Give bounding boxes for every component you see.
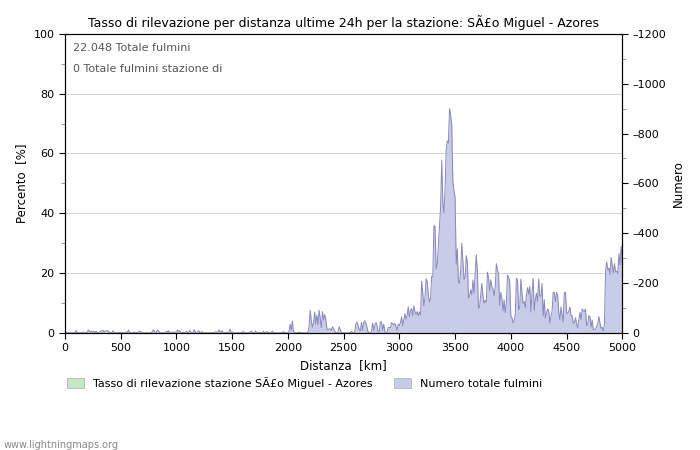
Y-axis label: Numero: Numero [672,160,685,207]
Text: www.lightningmaps.org: www.lightningmaps.org [4,440,118,450]
Text: 22.048 Totale fulmini: 22.048 Totale fulmini [74,43,191,53]
Title: Tasso di rilevazione per distanza ultime 24h per la stazione: SÃ£o Miguel - Azor: Tasso di rilevazione per distanza ultime… [88,15,599,30]
Text: 0 Totale fulmini stazione di: 0 Totale fulmini stazione di [74,64,223,74]
Legend: Tasso di rilevazione stazione SÃ£o Miguel - Azores, Numero totale fulmini: Tasso di rilevazione stazione SÃ£o Migue… [62,372,547,393]
X-axis label: Distanza  [km]: Distanza [km] [300,359,387,372]
Y-axis label: Percento  [%]: Percento [%] [15,144,28,223]
